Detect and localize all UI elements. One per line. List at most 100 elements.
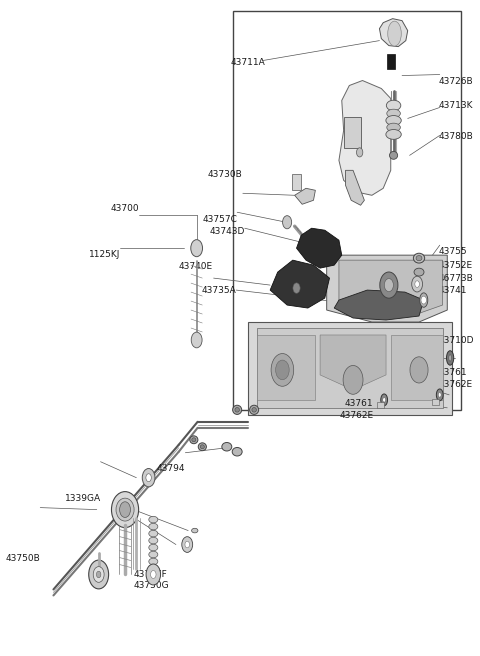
Ellipse shape: [413, 253, 425, 263]
Bar: [387, 54, 395, 68]
Circle shape: [182, 537, 192, 552]
Text: 43741: 43741: [439, 286, 468, 295]
Circle shape: [415, 281, 420, 287]
Text: 46773B: 46773B: [439, 274, 474, 283]
Text: 43730B: 43730B: [207, 170, 242, 178]
Text: 43762E: 43762E: [439, 380, 473, 389]
Bar: [344, 117, 361, 148]
Text: 43713K: 43713K: [439, 101, 473, 110]
Text: 43780B: 43780B: [439, 132, 474, 140]
Ellipse shape: [149, 544, 158, 551]
Text: 43735A: 43735A: [202, 286, 236, 295]
Ellipse shape: [222, 443, 232, 451]
Ellipse shape: [111, 491, 139, 527]
Circle shape: [93, 567, 104, 583]
Text: 43740E: 43740E: [179, 262, 213, 271]
Circle shape: [380, 272, 398, 298]
Polygon shape: [257, 335, 315, 400]
Ellipse shape: [436, 389, 443, 401]
Polygon shape: [320, 335, 386, 390]
Circle shape: [357, 148, 363, 157]
Polygon shape: [297, 228, 342, 268]
Ellipse shape: [149, 523, 158, 530]
Circle shape: [293, 283, 300, 293]
Circle shape: [96, 571, 101, 578]
Ellipse shape: [149, 516, 158, 523]
Text: 43777F: 43777F: [134, 570, 168, 579]
Text: 43761: 43761: [345, 399, 373, 408]
Ellipse shape: [252, 407, 256, 412]
Ellipse shape: [438, 392, 441, 397]
Circle shape: [120, 502, 131, 518]
Polygon shape: [327, 255, 447, 322]
Bar: [377, 402, 384, 408]
Bar: [233, 10, 461, 410]
Ellipse shape: [389, 152, 397, 159]
Text: 43755: 43755: [439, 247, 468, 256]
Text: 43794: 43794: [156, 464, 185, 473]
Ellipse shape: [192, 438, 196, 441]
Circle shape: [146, 474, 151, 482]
Ellipse shape: [387, 123, 400, 132]
Ellipse shape: [232, 447, 242, 456]
Ellipse shape: [149, 537, 158, 544]
Text: 1125KJ: 1125KJ: [89, 249, 120, 258]
Ellipse shape: [235, 407, 240, 412]
Text: 43750B: 43750B: [5, 554, 40, 563]
Ellipse shape: [233, 405, 242, 415]
Polygon shape: [248, 322, 452, 415]
Ellipse shape: [192, 528, 198, 533]
Ellipse shape: [387, 109, 400, 117]
Text: 43743D: 43743D: [209, 227, 244, 236]
Circle shape: [384, 279, 394, 292]
Circle shape: [271, 354, 294, 386]
Ellipse shape: [149, 551, 158, 558]
Ellipse shape: [198, 443, 206, 451]
Ellipse shape: [386, 100, 401, 111]
Ellipse shape: [414, 268, 424, 276]
Circle shape: [412, 276, 422, 292]
Ellipse shape: [250, 405, 259, 415]
Ellipse shape: [116, 498, 134, 521]
Text: 43700: 43700: [111, 205, 140, 213]
Ellipse shape: [200, 445, 204, 449]
Ellipse shape: [386, 115, 401, 125]
Circle shape: [142, 468, 155, 487]
Circle shape: [191, 332, 202, 348]
Ellipse shape: [381, 394, 387, 406]
Polygon shape: [380, 18, 408, 47]
Ellipse shape: [420, 293, 428, 307]
Text: 43750G: 43750G: [134, 581, 169, 590]
Polygon shape: [270, 260, 329, 308]
Text: 1339GA: 1339GA: [65, 494, 101, 502]
Text: 43711A: 43711A: [230, 58, 265, 67]
Text: 43757C: 43757C: [203, 215, 238, 224]
Circle shape: [191, 239, 203, 256]
Text: 43726B: 43726B: [439, 77, 474, 86]
Bar: [432, 399, 440, 405]
Polygon shape: [295, 188, 315, 204]
Circle shape: [276, 360, 289, 380]
Text: 43752E: 43752E: [439, 260, 473, 270]
Circle shape: [343, 365, 363, 394]
Circle shape: [89, 560, 108, 589]
Polygon shape: [339, 81, 391, 195]
Circle shape: [185, 541, 190, 548]
Ellipse shape: [383, 398, 385, 402]
Circle shape: [421, 296, 426, 304]
Text: 43710D: 43710D: [439, 336, 475, 345]
Text: 43761: 43761: [439, 368, 468, 377]
Ellipse shape: [416, 256, 422, 261]
Ellipse shape: [386, 129, 401, 139]
Ellipse shape: [446, 351, 454, 365]
Polygon shape: [346, 171, 364, 205]
Ellipse shape: [149, 558, 158, 565]
Ellipse shape: [149, 530, 158, 537]
Polygon shape: [334, 290, 424, 320]
Ellipse shape: [388, 21, 401, 46]
Circle shape: [410, 357, 428, 383]
Circle shape: [151, 571, 156, 579]
Bar: [292, 174, 301, 190]
Circle shape: [283, 216, 292, 229]
Polygon shape: [257, 328, 443, 408]
